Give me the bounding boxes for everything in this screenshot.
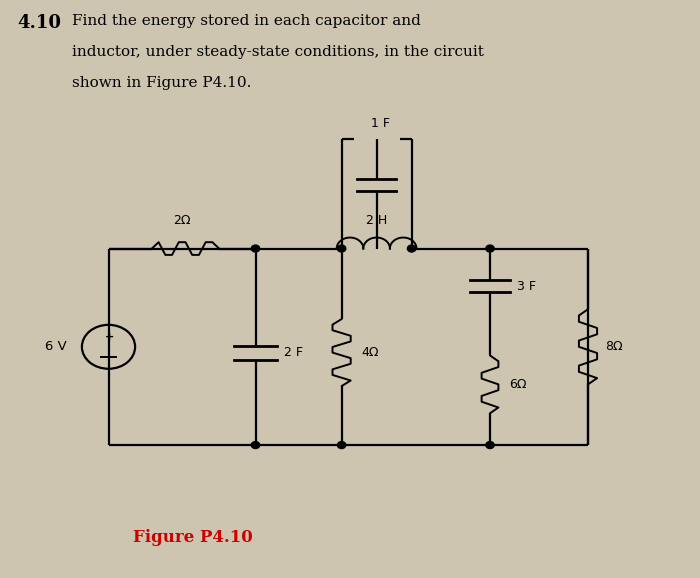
Circle shape xyxy=(251,442,260,449)
Text: 3 F: 3 F xyxy=(517,280,536,292)
Text: 2 F: 2 F xyxy=(284,346,302,359)
Text: 6Ω: 6Ω xyxy=(510,378,527,391)
Text: 6 V: 6 V xyxy=(45,340,66,353)
Text: shown in Figure P4.10.: shown in Figure P4.10. xyxy=(72,76,251,90)
Text: 2 H: 2 H xyxy=(366,214,387,227)
Circle shape xyxy=(337,442,346,449)
Text: 1 F: 1 F xyxy=(370,117,390,130)
Text: +: + xyxy=(105,332,115,342)
Text: 2Ω: 2Ω xyxy=(174,214,190,227)
Text: 8Ω: 8Ω xyxy=(606,340,623,353)
Text: Figure P4.10: Figure P4.10 xyxy=(133,529,253,546)
Circle shape xyxy=(337,245,346,252)
Text: 4.10: 4.10 xyxy=(18,14,62,32)
Circle shape xyxy=(486,442,494,449)
Circle shape xyxy=(251,245,260,252)
Circle shape xyxy=(486,245,494,252)
Circle shape xyxy=(407,245,416,252)
Text: inductor, under steady-state conditions, in the circuit: inductor, under steady-state conditions,… xyxy=(72,45,484,59)
Text: Find the energy stored in each capacitor and: Find the energy stored in each capacitor… xyxy=(72,14,421,28)
Text: 4Ω: 4Ω xyxy=(361,346,379,359)
